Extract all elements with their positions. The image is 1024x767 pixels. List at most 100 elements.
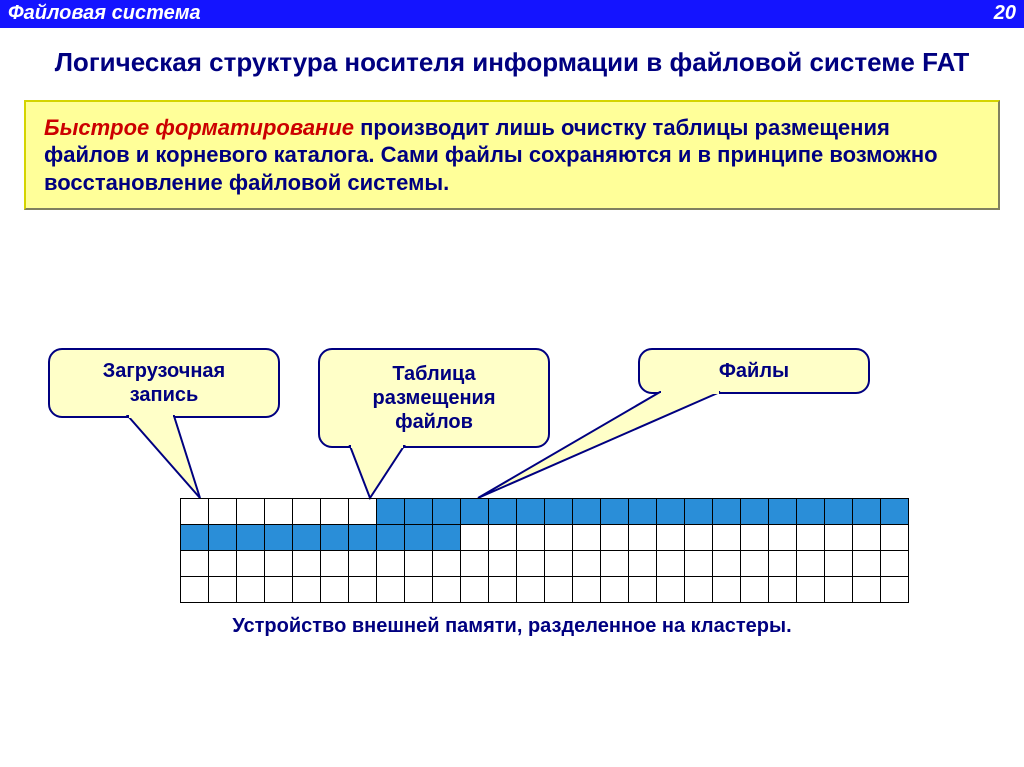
cluster-cell bbox=[769, 551, 797, 577]
cluster-cell bbox=[685, 577, 713, 603]
cluster-row bbox=[181, 525, 909, 551]
cluster-cell bbox=[349, 525, 377, 551]
cluster-cell bbox=[713, 499, 741, 525]
cluster-cell bbox=[825, 525, 853, 551]
cluster-cell bbox=[601, 577, 629, 603]
cluster-cell bbox=[321, 551, 349, 577]
cluster-cell bbox=[237, 525, 265, 551]
cluster-cell bbox=[685, 499, 713, 525]
cluster-cell bbox=[825, 577, 853, 603]
cluster-row bbox=[181, 551, 909, 577]
cluster-cell bbox=[797, 525, 825, 551]
cluster-cell bbox=[405, 499, 433, 525]
cluster-cell bbox=[181, 551, 209, 577]
cluster-cell bbox=[741, 499, 769, 525]
cluster-cell bbox=[657, 499, 685, 525]
cluster-cell bbox=[517, 551, 545, 577]
cluster-cell bbox=[685, 551, 713, 577]
cluster-cell bbox=[293, 525, 321, 551]
cluster-cell bbox=[545, 499, 573, 525]
cluster-cell bbox=[769, 525, 797, 551]
cluster-cell bbox=[517, 525, 545, 551]
cluster-cell bbox=[881, 551, 909, 577]
cluster-cell bbox=[265, 577, 293, 603]
cluster-cell bbox=[601, 525, 629, 551]
cluster-cell bbox=[433, 551, 461, 577]
cluster-cell bbox=[181, 499, 209, 525]
cluster-cell bbox=[629, 551, 657, 577]
cluster-cell bbox=[349, 499, 377, 525]
cluster-cell bbox=[265, 551, 293, 577]
cluster-cell bbox=[629, 577, 657, 603]
cluster-cell bbox=[573, 499, 601, 525]
cluster-cell bbox=[349, 577, 377, 603]
cluster-cell bbox=[629, 499, 657, 525]
cluster-cell bbox=[825, 551, 853, 577]
cluster-cell bbox=[489, 577, 517, 603]
cluster-cell bbox=[181, 577, 209, 603]
cluster-cell bbox=[853, 499, 881, 525]
callout-pointer-0 bbox=[128, 416, 200, 498]
cluster-cell bbox=[405, 525, 433, 551]
cluster-grid bbox=[180, 498, 909, 603]
cluster-cell bbox=[405, 577, 433, 603]
cluster-cell bbox=[489, 525, 517, 551]
cluster-cell bbox=[433, 499, 461, 525]
cluster-cell bbox=[209, 499, 237, 525]
cluster-cell bbox=[545, 525, 573, 551]
cluster-cell bbox=[713, 577, 741, 603]
cluster-cell bbox=[517, 499, 545, 525]
cluster-cell bbox=[321, 577, 349, 603]
cluster-cell bbox=[489, 499, 517, 525]
cluster-cell bbox=[573, 525, 601, 551]
cluster-cell bbox=[489, 551, 517, 577]
cluster-cell bbox=[797, 577, 825, 603]
cluster-cell bbox=[797, 499, 825, 525]
cluster-cell bbox=[321, 525, 349, 551]
cluster-cell bbox=[461, 525, 489, 551]
callout-pointer-2 bbox=[478, 392, 720, 498]
cluster-cell bbox=[573, 577, 601, 603]
cluster-cell bbox=[237, 551, 265, 577]
cluster-cell bbox=[741, 551, 769, 577]
cluster-cell bbox=[881, 577, 909, 603]
cluster-cell bbox=[797, 551, 825, 577]
cluster-cell bbox=[545, 577, 573, 603]
cluster-cell bbox=[265, 525, 293, 551]
cluster-cell bbox=[657, 525, 685, 551]
cluster-row bbox=[181, 499, 909, 525]
cluster-cell bbox=[209, 577, 237, 603]
callout-pointer-1 bbox=[350, 446, 404, 498]
cluster-cell bbox=[657, 577, 685, 603]
cluster-cell bbox=[237, 577, 265, 603]
cluster-cell bbox=[629, 525, 657, 551]
cluster-cell bbox=[293, 499, 321, 525]
callout-pointers bbox=[0, 0, 1024, 767]
cluster-cell bbox=[517, 577, 545, 603]
cluster-cell bbox=[433, 525, 461, 551]
cluster-cell bbox=[209, 525, 237, 551]
cluster-cell bbox=[741, 525, 769, 551]
cluster-cell bbox=[405, 551, 433, 577]
cluster-cell bbox=[741, 577, 769, 603]
cluster-cell bbox=[853, 525, 881, 551]
cluster-cell bbox=[601, 551, 629, 577]
cluster-cell bbox=[209, 551, 237, 577]
cluster-cell bbox=[769, 577, 797, 603]
cluster-cell bbox=[601, 499, 629, 525]
cluster-cell bbox=[853, 577, 881, 603]
cluster-cell bbox=[377, 525, 405, 551]
cluster-cell bbox=[825, 499, 853, 525]
cluster-cell bbox=[461, 499, 489, 525]
cluster-row bbox=[181, 577, 909, 603]
cluster-cell bbox=[237, 499, 265, 525]
cluster-cell bbox=[713, 551, 741, 577]
cluster-cell bbox=[433, 577, 461, 603]
cluster-cell bbox=[349, 551, 377, 577]
cluster-cell bbox=[685, 525, 713, 551]
cluster-cell bbox=[293, 577, 321, 603]
cluster-cell bbox=[545, 551, 573, 577]
cluster-cell bbox=[769, 499, 797, 525]
cluster-cell bbox=[265, 499, 293, 525]
cluster-cell bbox=[657, 551, 685, 577]
